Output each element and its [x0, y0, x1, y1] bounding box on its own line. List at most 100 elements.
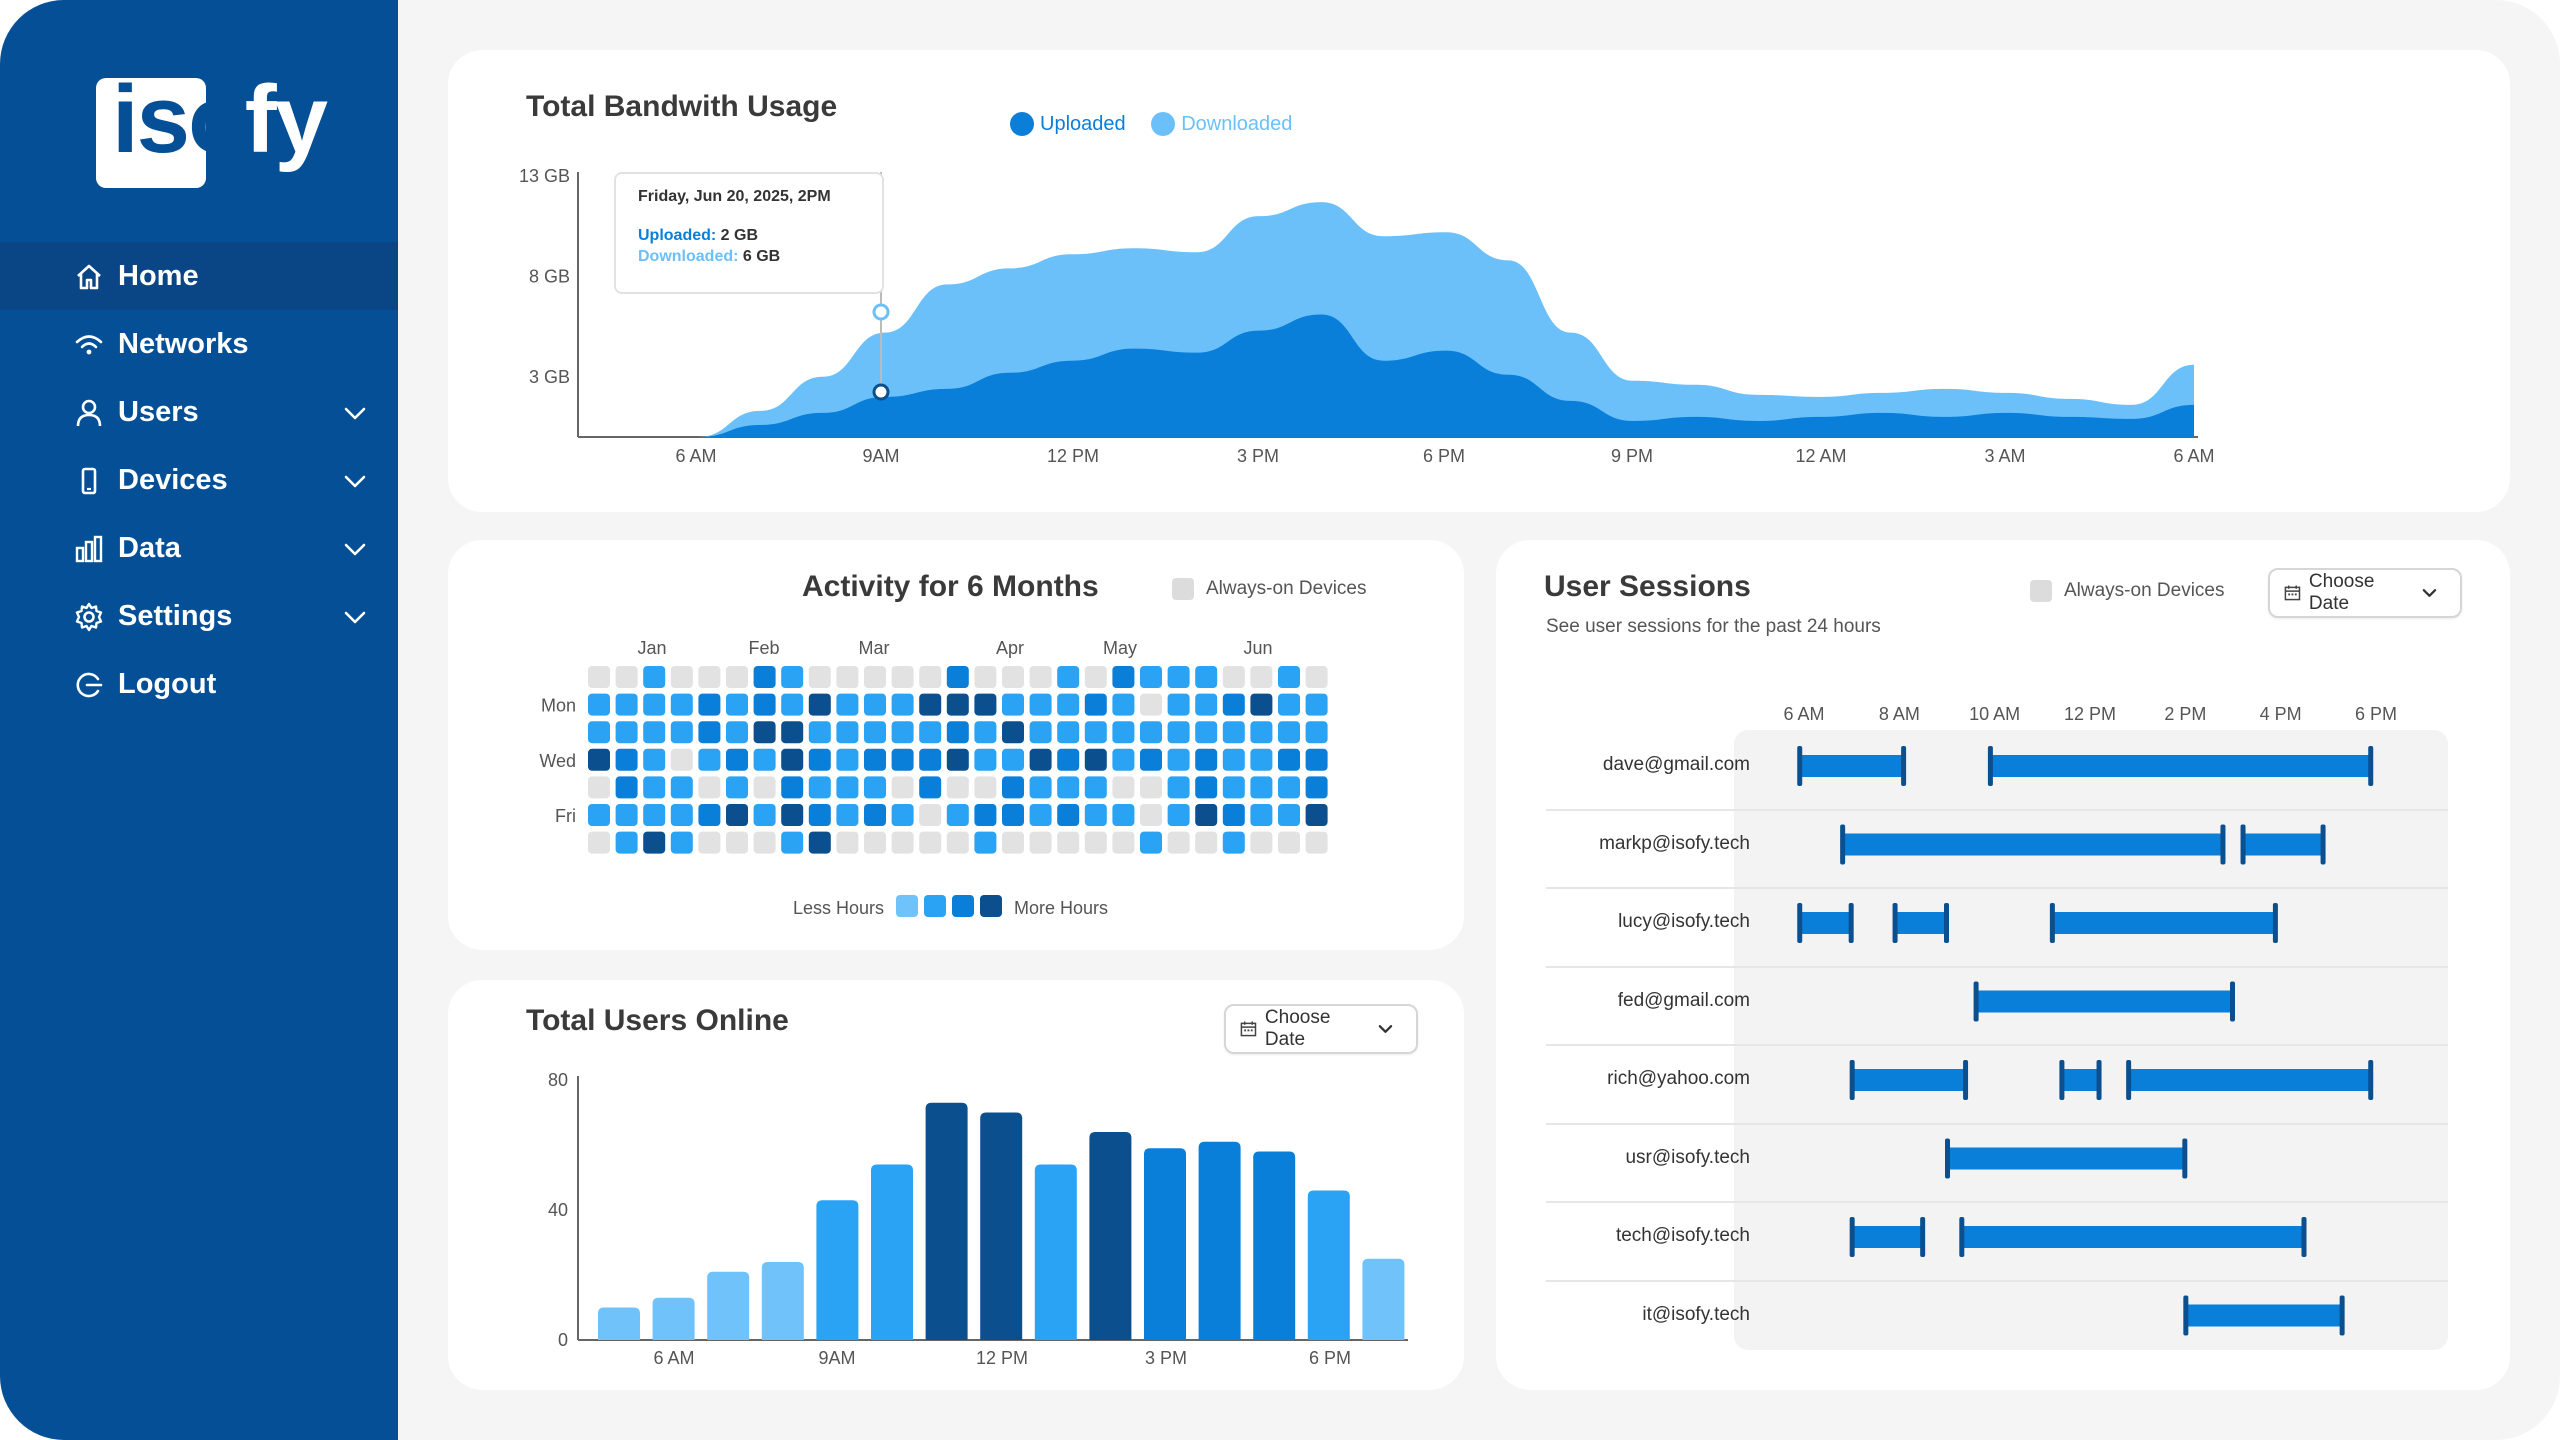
- session-bar[interactable]: [1799, 912, 1852, 934]
- heatmap-cell: [1278, 776, 1300, 799]
- bar[interactable]: [980, 1112, 1023, 1341]
- session-bar[interactable]: [1851, 1226, 1924, 1248]
- session-bar[interactable]: [1894, 912, 1947, 934]
- uploaded-legend-dot: [1010, 112, 1034, 136]
- session-user-email: tech@isofy.tech: [1615, 1225, 1750, 1246]
- chevron-down-icon[interactable]: [342, 536, 368, 562]
- session-bar[interactable]: [1975, 990, 2233, 1013]
- y-tick-label: 40: [548, 1200, 568, 1220]
- heatmap-cell: [919, 666, 942, 688]
- chevron-down-icon[interactable]: [342, 400, 368, 426]
- bar[interactable]: [1253, 1151, 1296, 1341]
- session-bar[interactable]: [2242, 833, 2324, 856]
- heatmap-cell: [781, 776, 804, 799]
- heatmap-cell: [946, 804, 969, 826]
- bar[interactable]: [707, 1271, 750, 1340]
- heatmap-cell: [1167, 693, 1190, 716]
- heatmap-cell: [1140, 721, 1162, 744]
- chevron-down-icon[interactable]: [342, 468, 368, 494]
- heatmap-cell: [1195, 831, 1218, 854]
- heatmap-cell: [836, 776, 859, 799]
- bar[interactable]: [1034, 1164, 1077, 1341]
- heatmap-cell: [919, 776, 942, 799]
- heatmap-cell: [753, 748, 776, 771]
- session-end-cap: [2368, 1060, 2374, 1100]
- sidebar-item-data[interactable]: Data: [0, 514, 398, 582]
- heatmap-cell: [1112, 666, 1135, 688]
- heatmap-cell: [1140, 776, 1162, 799]
- bar[interactable]: [1089, 1132, 1132, 1340]
- session-bar[interactable]: [2185, 1304, 2343, 1327]
- bar[interactable]: [1198, 1141, 1241, 1340]
- sidebar-item-networks[interactable]: Networks: [0, 310, 398, 378]
- heatmap-cell: [1029, 666, 1052, 688]
- sidebar-item-settings[interactable]: Settings: [0, 582, 398, 650]
- heatmap-cell: [615, 831, 638, 854]
- heatmap-cell: [1140, 748, 1162, 771]
- uploaded-hover-point[interactable]: [872, 383, 890, 401]
- session-start-cap: [1797, 903, 1803, 943]
- session-start-cap: [1797, 746, 1803, 786]
- heatmap-cell: [946, 831, 969, 854]
- sidebar-item-home[interactable]: Home: [0, 242, 398, 310]
- session-bar[interactable]: [2128, 1069, 2372, 1091]
- session-start-cap: [1973, 981, 1979, 1022]
- session-user-email: rich@yahoo.com: [1607, 1068, 1750, 1089]
- session-bar[interactable]: [1851, 1069, 1967, 1091]
- row-divider: [1546, 1201, 2448, 1203]
- heatmap-cell: [1112, 721, 1135, 744]
- heatmap-cell: [670, 776, 693, 799]
- checkbox-icon[interactable]: [1172, 578, 1194, 600]
- legend-less-label: Less Hours: [793, 898, 884, 918]
- heatmap-cell: [726, 831, 748, 854]
- sidebar-item-users[interactable]: Users: [0, 378, 398, 446]
- sidebar-item-logout[interactable]: Logout: [0, 650, 398, 718]
- heatmap-cell: [919, 831, 942, 854]
- session-bar[interactable]: [1842, 833, 2224, 856]
- bar[interactable]: [652, 1297, 695, 1340]
- heatmap-cell: [615, 693, 638, 716]
- session-bar[interactable]: [2051, 912, 2276, 934]
- session-bar[interactable]: [2061, 1069, 2100, 1091]
- sessions-always-on-toggle[interactable]: Always-on Devices: [2030, 580, 2225, 602]
- activity-always-on-toggle[interactable]: Always-on Devices: [1172, 578, 1367, 600]
- heatmap-cell: [643, 748, 666, 771]
- session-user-email: it@isofy.tech: [1642, 1303, 1750, 1325]
- downloaded-hover-point[interactable]: [872, 303, 890, 321]
- bar[interactable]: [871, 1164, 913, 1341]
- bar[interactable]: [925, 1102, 968, 1340]
- users-online-date-button[interactable]: Choose Date: [1224, 1004, 1418, 1054]
- bar[interactable]: [816, 1200, 859, 1340]
- session-end-cap: [2368, 746, 2374, 786]
- sidebar-item-label: Data: [118, 531, 181, 564]
- bar[interactable]: [1144, 1148, 1186, 1340]
- heatmap-cell: [919, 721, 942, 744]
- chevron-down-icon[interactable]: [342, 604, 368, 630]
- bar[interactable]: [1307, 1190, 1350, 1341]
- month-label: May: [1103, 638, 1137, 658]
- session-bar[interactable]: [1989, 755, 2372, 777]
- checkbox-icon[interactable]: [2030, 580, 2052, 602]
- session-bar[interactable]: [1947, 1147, 2186, 1170]
- bar[interactable]: [1362, 1258, 1405, 1340]
- users-online-bar-chart[interactable]: 80 40 0 6 AM 9AM 12 PM 3 PM 6 PM: [448, 980, 1464, 1390]
- uploaded-area-series[interactable]: [698, 314, 2194, 437]
- heatmap-cell: [1250, 831, 1273, 854]
- heatmap-cell: [891, 748, 914, 771]
- sessions-date-button[interactable]: Choose Date: [2268, 568, 2462, 618]
- heatmap-cell: [864, 831, 886, 854]
- heatmap-cell: [643, 666, 666, 688]
- sidebar-item-devices[interactable]: Devices: [0, 446, 398, 514]
- heatmap-cell: [670, 693, 693, 716]
- session-bar[interactable]: [1961, 1226, 2305, 1248]
- bar[interactable]: [761, 1262, 804, 1340]
- session-bar[interactable]: [1799, 755, 1905, 777]
- heatmap-cell: [726, 776, 748, 799]
- heatmap-cell: [1278, 666, 1300, 688]
- heatmap-cell: [1250, 776, 1273, 799]
- bandwidth-area-chart[interactable]: 13 GB 8 GB 3 GB 6 AM 9AM 12 PM 3 PM 6 PM 9 PM 12 …: [448, 50, 2510, 512]
- heatmap-cell: [1084, 804, 1107, 826]
- heatmap-cell: [1305, 804, 1328, 826]
- bar[interactable]: [598, 1307, 640, 1341]
- heatmap-cell: [643, 831, 666, 854]
